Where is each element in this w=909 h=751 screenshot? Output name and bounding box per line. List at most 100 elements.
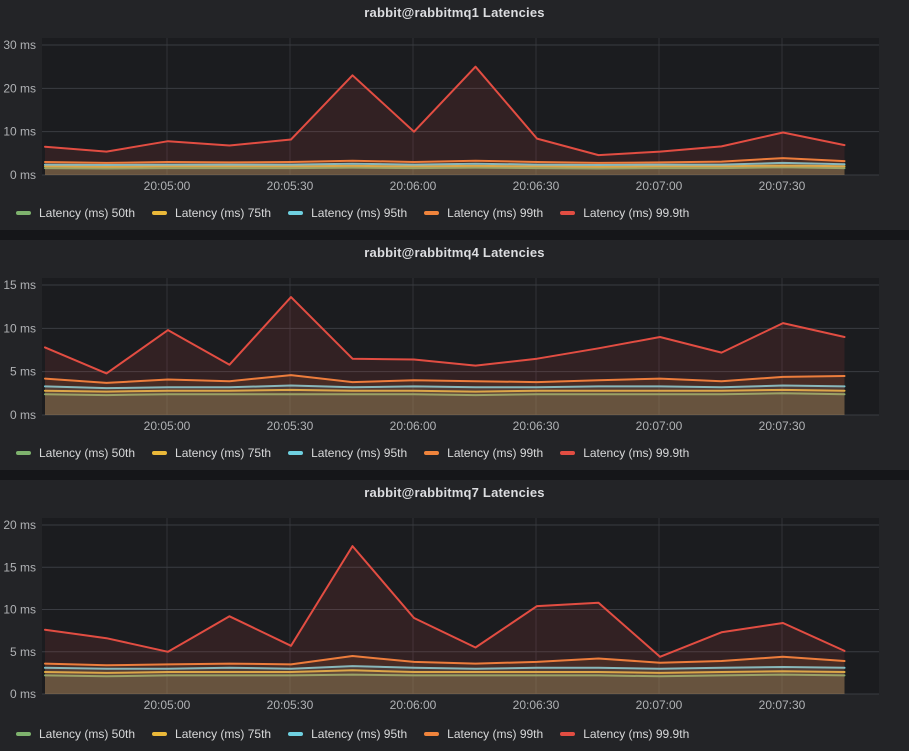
series-area-99th	[45, 656, 845, 694]
legend-swatch-icon	[288, 451, 304, 455]
legend-item-99th[interactable]: Latency (ms) 99th	[424, 727, 543, 741]
legend-label: Latency (ms) 50th	[39, 446, 136, 460]
legend-label: Latency (ms) 50th	[39, 726, 136, 741]
series-line-75th	[44, 164, 846, 168]
legend-item-99.9th[interactable]: Latency (ms) 99.9th	[560, 727, 689, 741]
legend-swatch-icon	[16, 451, 31, 455]
time-series-chart: 20:05:00 20:05:30 20:06:00 20:06:30 20:07:00…	[3, 278, 879, 433]
y-tick-label: 0 ms	[10, 687, 36, 701]
latency-chart-rabbitmq7: 20:05:00 20:05:30 20:06:00 20:06:30 20:07:00…	[0, 506, 909, 716]
series-area-50th	[45, 674, 845, 694]
legend-item-50th[interactable]: Latency (ms) 50th	[16, 727, 135, 741]
legend-swatch-icon	[560, 451, 576, 455]
series-line-75th	[44, 669, 846, 674]
legend-label: Latency (ms) 75th	[175, 206, 272, 220]
chart-legend: Latency (ms) 50th Latency (ms) 75th Latenc…	[0, 196, 909, 230]
series-line-99.9th	[44, 296, 846, 375]
x-tick-label: 20:06:00	[390, 179, 437, 193]
x-tick-label: 20:06:30	[513, 698, 560, 712]
chart-legend: Latency (ms) 50th Latency (ms) 75th Latenc…	[0, 436, 909, 470]
x-tick-label: 20:05:30	[267, 419, 314, 433]
legend-swatch-icon	[288, 731, 304, 736]
y-tick-label: 5 ms	[10, 645, 36, 659]
legend-swatch-icon	[152, 211, 168, 215]
legend-label: Latency (ms) 95th	[311, 206, 408, 220]
x-tick-label: 20:06:00	[390, 698, 437, 712]
legend-label: Latency (ms) 75th	[175, 726, 272, 741]
y-tick-label: 10 ms	[3, 125, 36, 139]
x-tick-label: 20:07:00	[636, 698, 683, 712]
panel-title[interactable]: rabbit@rabbitmq1 Latencies	[364, 5, 545, 20]
panel-title[interactable]: rabbit@rabbitmq4 Latencies	[364, 245, 545, 260]
chart-legend: Latency (ms) 50th Latency (ms) 75th Latenc…	[0, 716, 909, 751]
series-area-75th	[45, 165, 845, 175]
series-line-75th	[44, 388, 846, 393]
legend-swatch-icon	[424, 211, 440, 215]
legend-item-50th[interactable]: Latency (ms) 50th	[16, 446, 135, 460]
legend-swatch-icon	[16, 731, 31, 736]
legend-label: Latency (ms) 50th	[39, 206, 136, 220]
panel-rabbitmq4-latencies: rabbit@rabbitmq4 Latencies 20:05:00 20:05…	[0, 240, 909, 470]
y-tick-label: 10 ms	[3, 603, 36, 617]
series-line-99th	[44, 157, 846, 164]
series-line-99.9th	[44, 545, 846, 658]
x-tick-label: 20:05:00	[144, 419, 191, 433]
y-tick-label: 15 ms	[3, 560, 36, 574]
x-tick-label: 20:06:30	[513, 419, 560, 433]
legend-item-99th[interactable]: Latency (ms) 99th	[424, 206, 543, 220]
legend-item-95th[interactable]: Latency (ms) 95th	[288, 727, 407, 741]
legend-swatch-icon	[560, 731, 576, 736]
series-area-75th	[45, 670, 845, 694]
legend-item-95th[interactable]: Latency (ms) 95th	[288, 206, 407, 220]
legend-swatch-icon	[288, 211, 304, 215]
plot-background	[42, 38, 879, 175]
series-line-50th	[44, 673, 846, 678]
legend-item-75th[interactable]: Latency (ms) 75th	[152, 727, 271, 741]
series-area-95th	[45, 385, 845, 415]
legend-swatch-icon	[560, 211, 576, 215]
series-area-99.9th	[45, 546, 845, 694]
series-line-99th	[44, 655, 846, 667]
x-tick-label: 20:05:00	[144, 698, 191, 712]
legend-label: Latency (ms) 95th	[311, 726, 408, 741]
series-area-95th	[45, 666, 845, 694]
legend-item-95th[interactable]: Latency (ms) 95th	[288, 446, 407, 460]
x-tick-label: 20:07:30	[759, 419, 806, 433]
legend-label: Latency (ms) 99.9th	[583, 726, 690, 741]
panel-title[interactable]: rabbit@rabbitmq7 Latencies	[364, 485, 545, 500]
x-tick-label: 20:05:00	[144, 179, 191, 193]
y-tick-label: 10 ms	[3, 321, 36, 335]
latency-chart-rabbitmq4: 20:05:00 20:05:30 20:06:00 20:06:30 20:07:00…	[0, 266, 909, 436]
y-tick-label: 15 ms	[3, 278, 36, 292]
y-tick-label: 0 ms	[10, 168, 36, 182]
legend-label: Latency (ms) 99th	[447, 206, 544, 220]
legend-item-99th[interactable]: Latency (ms) 99th	[424, 446, 543, 460]
series-line-99.9th	[44, 65, 846, 157]
series-area-50th	[45, 393, 845, 415]
series-area-99.9th	[45, 66, 845, 175]
legend-swatch-icon	[152, 731, 168, 736]
x-tick-label: 20:05:30	[267, 179, 314, 193]
legend-label: Latency (ms) 99.9th	[583, 446, 690, 460]
y-tick-label: 30 ms	[3, 38, 36, 52]
series-area-75th	[45, 389, 845, 415]
legend-item-50th[interactable]: Latency (ms) 50th	[16, 206, 135, 220]
x-tick-label: 20:07:30	[759, 179, 806, 193]
series-line-50th	[44, 166, 846, 170]
series-line-95th	[44, 665, 846, 670]
x-tick-label: 20:07:30	[759, 698, 806, 712]
series-line-95th	[44, 384, 846, 390]
legend-label: Latency (ms) 99.9th	[583, 206, 690, 220]
legend-swatch-icon	[16, 211, 31, 215]
legend-label: Latency (ms) 95th	[311, 446, 408, 460]
legend-item-75th[interactable]: Latency (ms) 75th	[152, 206, 271, 220]
y-tick-label: 20 ms	[3, 518, 36, 532]
legend-label: Latency (ms) 99th	[447, 446, 544, 460]
x-tick-label: 20:06:00	[390, 419, 437, 433]
series-line-95th	[44, 161, 846, 166]
legend-item-99.9th[interactable]: Latency (ms) 99.9th	[560, 206, 689, 220]
legend-item-75th[interactable]: Latency (ms) 75th	[152, 446, 271, 460]
series-area-99th	[45, 375, 845, 415]
panel-rabbitmq7-latencies: rabbit@rabbitmq7 Latencies 20:05:00 20:05…	[0, 480, 909, 751]
legend-item-99.9th[interactable]: Latency (ms) 99.9th	[560, 446, 689, 460]
